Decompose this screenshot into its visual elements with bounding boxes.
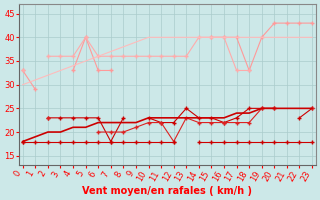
X-axis label: Vent moyen/en rafales ( km/h ): Vent moyen/en rafales ( km/h )	[82, 186, 252, 196]
